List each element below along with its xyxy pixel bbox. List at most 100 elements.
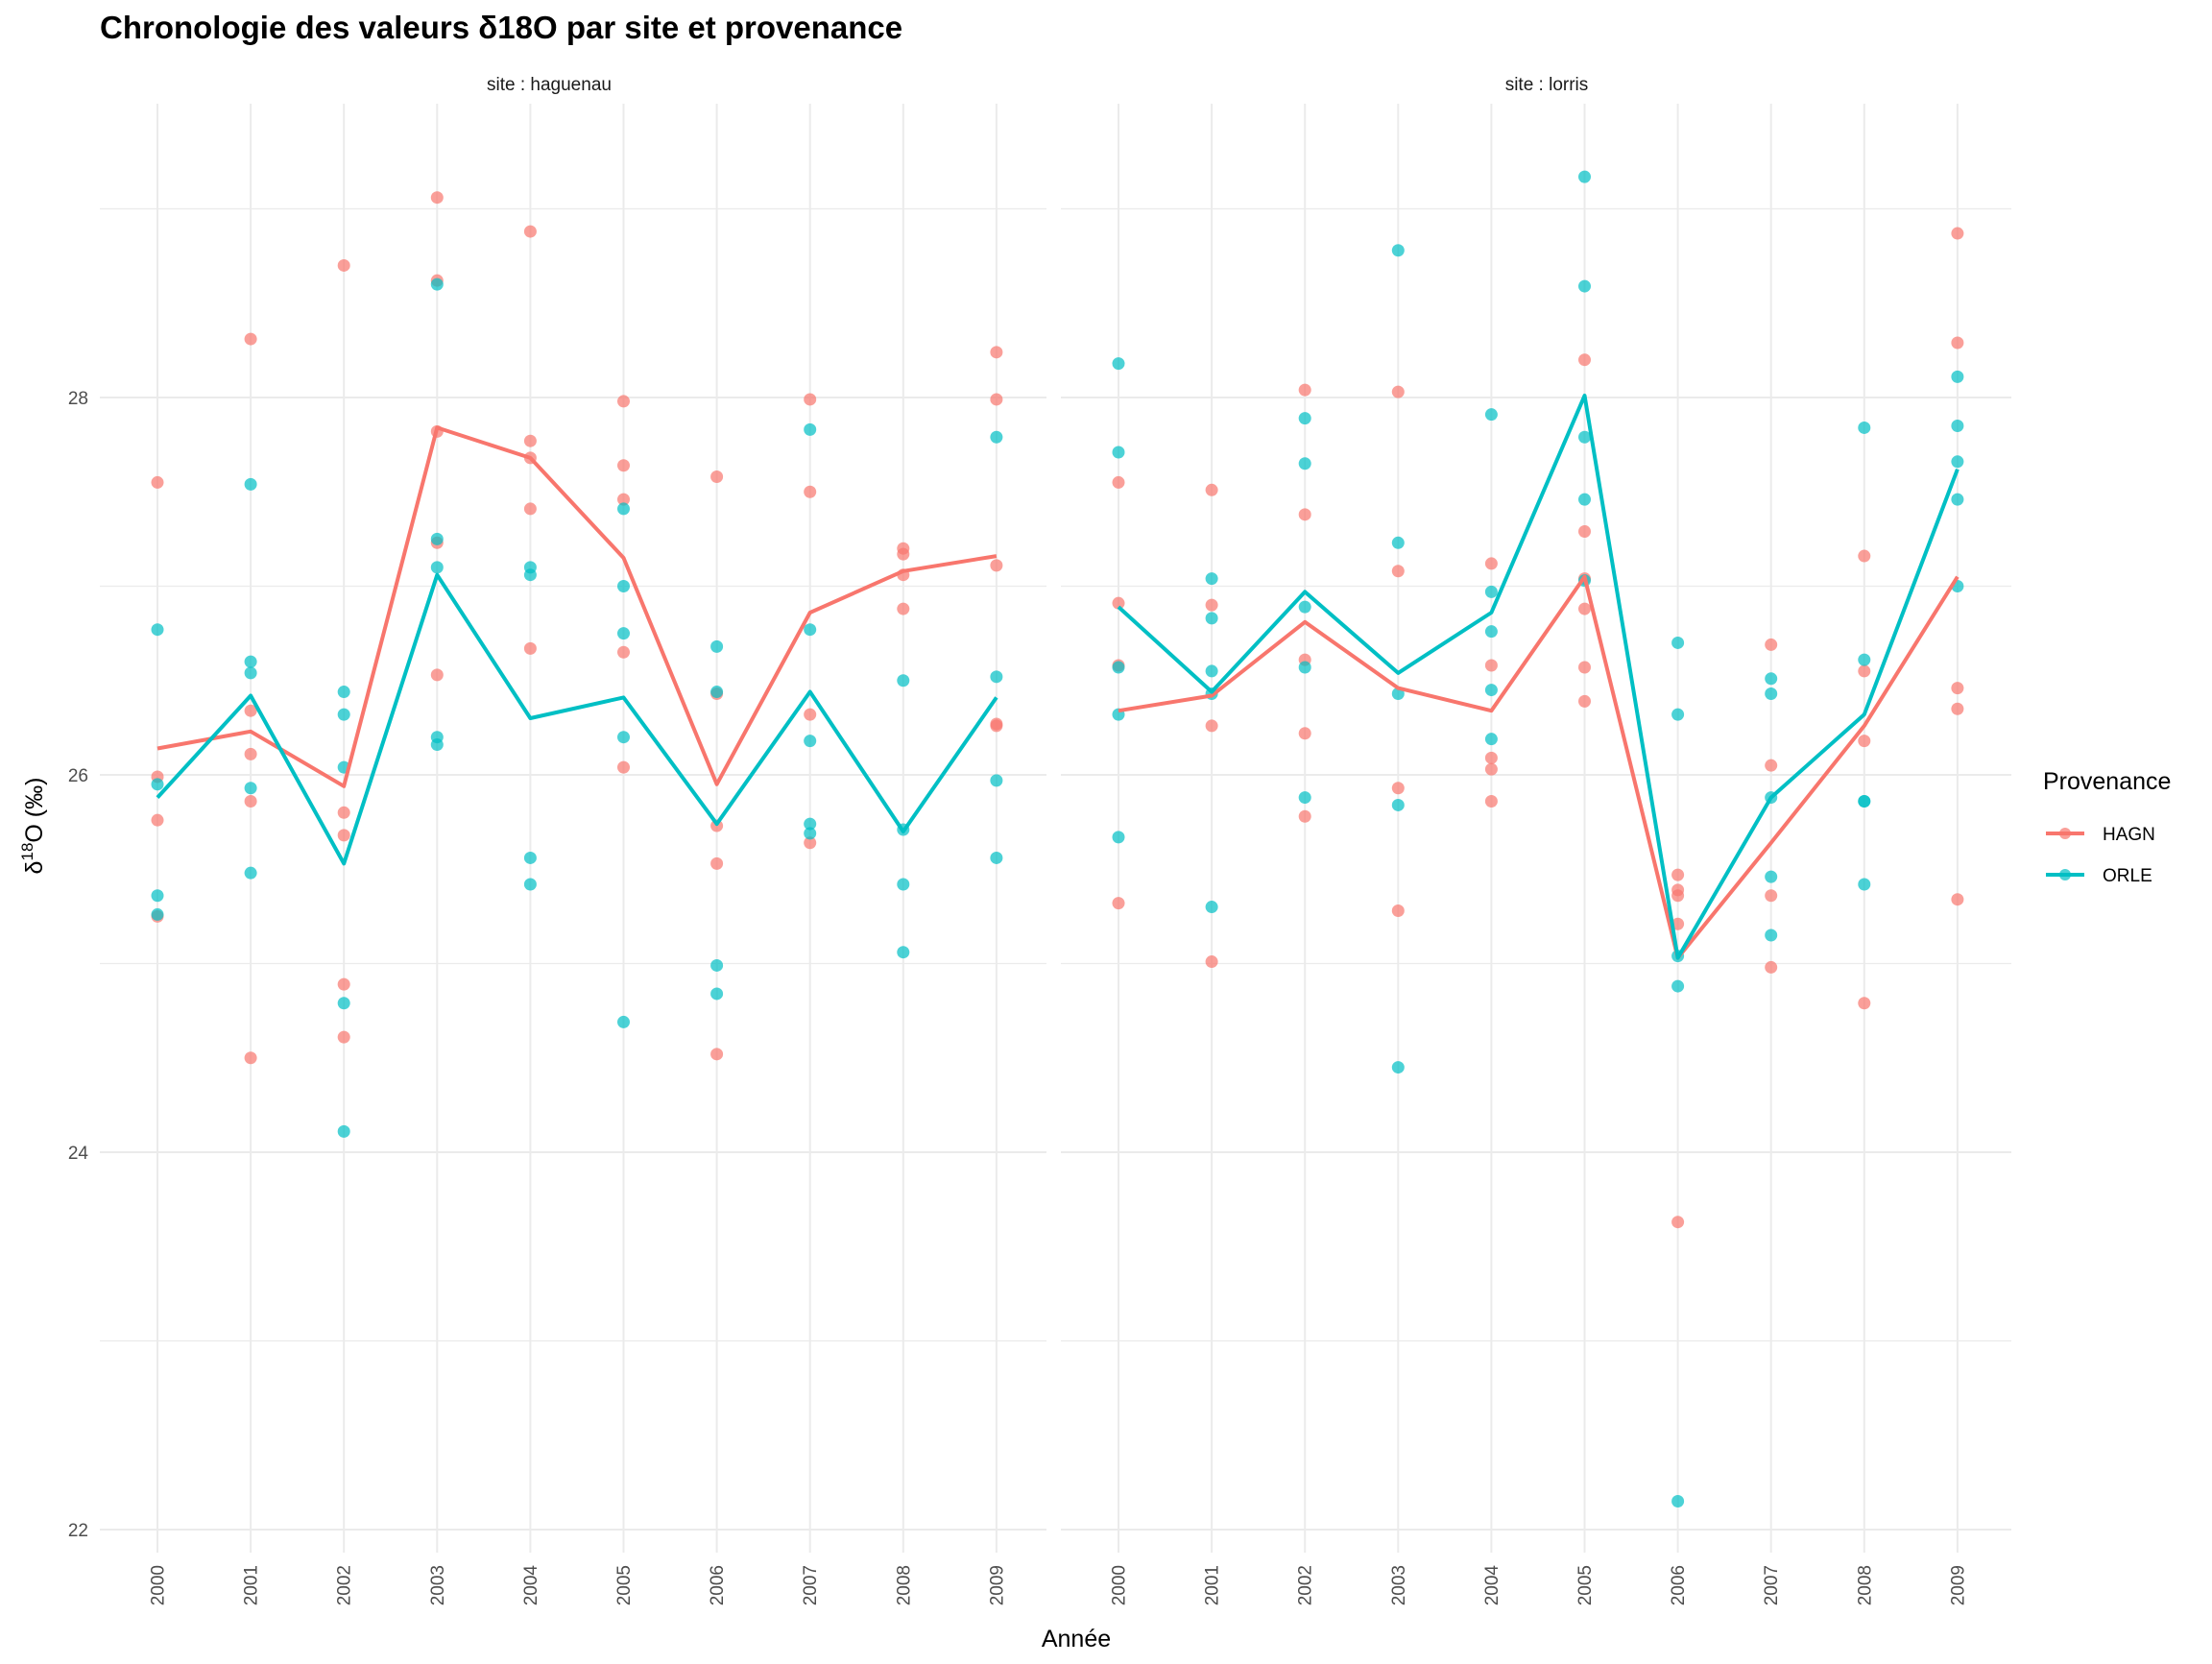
data-point-hagn: [710, 856, 724, 870]
x-tick-label: 2000: [149, 1565, 169, 1605]
data-point-orle: [1578, 170, 1591, 183]
data-point-orle: [710, 958, 724, 972]
data-point-hagn: [1858, 664, 1871, 678]
data-point-orle: [1484, 585, 1498, 598]
data-point-orle: [1112, 661, 1125, 674]
data-point-orle: [990, 430, 1003, 444]
y-tick-label: 28: [68, 389, 88, 409]
data-point-orle: [1298, 457, 1311, 470]
data-point-orle: [1298, 600, 1311, 614]
data-point-hagn: [337, 1030, 350, 1044]
data-point-orle: [1578, 493, 1591, 506]
x-tick-label: 2001: [242, 1565, 262, 1605]
data-point-hagn: [1484, 557, 1498, 570]
data-point-hagn: [990, 717, 1003, 731]
chart-title: Chronologie des valeurs δ18O par site et…: [100, 10, 902, 45]
data-point-hagn: [1112, 596, 1125, 610]
data-point-orle: [1112, 446, 1125, 459]
data-point-hagn: [1858, 997, 1871, 1010]
data-point-orle: [990, 851, 1003, 864]
mean-line-orle: [156, 572, 998, 866]
legend-title: Provenance: [2043, 768, 2171, 795]
data-point-hagn: [990, 559, 1003, 572]
data-point-orle: [244, 666, 257, 680]
data-point-hagn: [617, 760, 630, 774]
data-point-hagn: [804, 708, 817, 721]
x-tick-label: 2001: [1203, 1565, 1223, 1605]
data-point-hagn: [1671, 917, 1685, 930]
data-point-hagn: [244, 795, 257, 808]
data-point-hagn: [244, 1051, 257, 1065]
data-point-orle: [897, 878, 910, 891]
data-point-hagn: [1765, 889, 1778, 903]
data-point-orle: [1578, 430, 1591, 444]
data-point-orle: [804, 827, 817, 840]
data-point-hagn: [523, 641, 537, 655]
y-tick-label: 24: [68, 1144, 89, 1164]
data-point-orle: [337, 686, 350, 699]
data-point-hagn: [1484, 795, 1498, 808]
data-point-hagn: [1205, 598, 1218, 612]
data-point-hagn: [430, 668, 444, 682]
data-point-hagn: [1951, 336, 1964, 350]
data-point-orle: [1391, 536, 1405, 549]
data-point-hagn: [337, 806, 350, 819]
x-tick-label: 2008: [1855, 1565, 1875, 1605]
y-tick-labels: 22 24 26 28: [68, 389, 89, 1541]
data-point-orle: [1205, 901, 1218, 914]
data-point-hagn: [1951, 682, 1964, 695]
data-point-hagn: [1765, 759, 1778, 772]
data-point-hagn: [1671, 889, 1685, 903]
data-point-orle: [430, 277, 444, 291]
data-point-hagn: [617, 645, 630, 659]
data-point-hagn: [1205, 719, 1218, 733]
y-axis-title-prefix: δ: [21, 861, 48, 875]
data-point-orle: [1765, 928, 1778, 942]
panel-grid: [1061, 104, 2011, 1553]
panel-strip-label: site : lorris: [1505, 75, 1589, 95]
data-point-hagn: [1858, 735, 1871, 748]
data-point-hagn: [1298, 809, 1311, 823]
data-point-orle: [617, 1015, 630, 1028]
data-point-orle: [1671, 979, 1685, 993]
data-point-hagn: [1391, 782, 1405, 795]
data-point-hagn: [1391, 565, 1405, 578]
data-point-orle: [151, 907, 164, 921]
data-point-hagn: [1205, 955, 1218, 969]
data-point-orle: [1484, 733, 1498, 746]
data-point-orle: [1671, 636, 1685, 649]
x-axis-title: Année: [1042, 1626, 1111, 1652]
data-point-orle: [430, 738, 444, 752]
data-point-hagn: [1391, 904, 1405, 917]
data-point-hagn: [617, 493, 630, 506]
data-point-hagn: [897, 602, 910, 615]
data-point-orle: [523, 851, 537, 864]
data-point-orle: [1858, 795, 1871, 808]
panel-series: [1112, 170, 1964, 1508]
panel-series: [151, 191, 1003, 1138]
x-tick-label: 2002: [335, 1565, 355, 1605]
x-tick-label: 2006: [708, 1565, 728, 1605]
data-point-orle: [1112, 357, 1125, 371]
data-point-hagn: [1578, 602, 1591, 615]
data-point-orle: [1298, 791, 1311, 805]
x-tick-label: 2007: [1762, 1565, 1782, 1605]
panel-haguenau: site : haguenau 2000 2001 2002 2003 2004 2005…: [100, 75, 1046, 1605]
data-point-hagn: [710, 470, 724, 484]
data-point-orle: [337, 997, 350, 1010]
data-point-hagn: [1112, 475, 1125, 489]
data-point-hagn: [244, 332, 257, 346]
x-tick-label: 2009: [987, 1565, 1007, 1605]
data-point-hagn: [1391, 385, 1405, 398]
data-point-hagn: [1298, 383, 1311, 397]
data-point-orle: [897, 674, 910, 687]
data-point-orle: [710, 987, 724, 1001]
data-point-hagn: [990, 346, 1003, 359]
data-point-hagn: [1951, 702, 1964, 715]
data-point-orle: [1671, 708, 1685, 721]
panel-lorris: site : lorris 2000 2001 2002 2003 2004 2005 20…: [1061, 75, 2011, 1605]
mean-line-hagn: [156, 425, 998, 788]
data-point-orle: [430, 532, 444, 545]
data-point-orle: [1298, 661, 1311, 674]
